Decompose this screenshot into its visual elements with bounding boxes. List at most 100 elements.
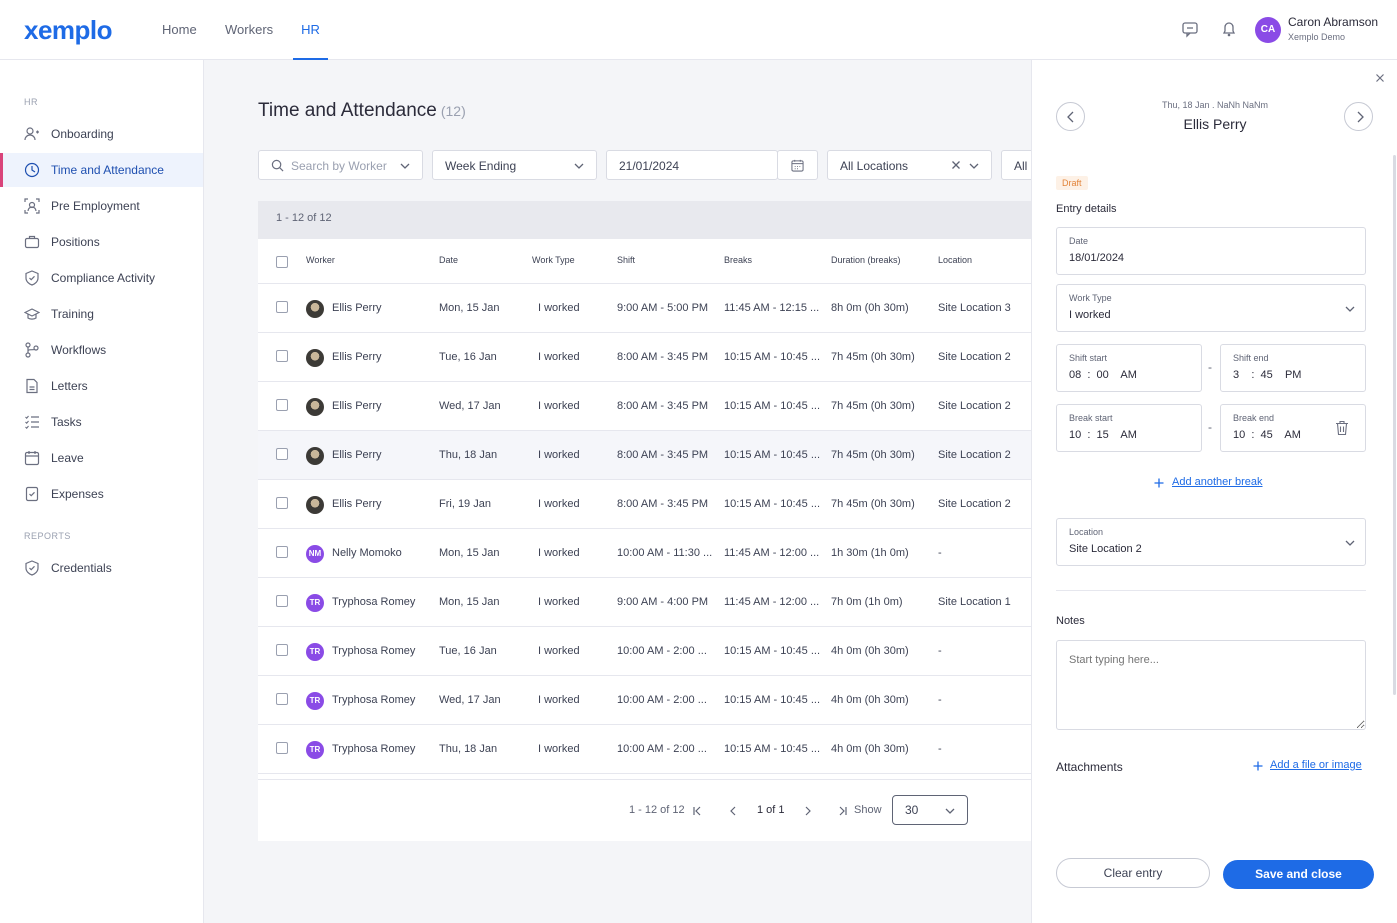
last-page-icon[interactable] (838, 806, 848, 816)
col-header-work-type[interactable]: Work Type (532, 255, 575, 265)
table-row[interactable]: Ellis Perry Fri, 19 Jan I worked 8:00 AM - … (258, 480, 1031, 529)
col-header-location[interactable]: Location (938, 255, 973, 265)
cell-worker[interactable]: Ellis Perry (332, 302, 382, 314)
sidebar-item-compliance-activity[interactable]: Compliance Activity (0, 261, 203, 295)
prev-entry-button[interactable] (1056, 102, 1085, 131)
clear-entry-button[interactable]: Clear entry (1056, 858, 1210, 888)
cell-worker[interactable]: Ellis Perry (332, 400, 382, 412)
entry-detail-panel: Thu, 18 Jan . NaNh NaNm Ellis Perry Draf… (1031, 60, 1397, 923)
cell-worker[interactable]: Nelly Momoko (332, 547, 402, 559)
sidebar-item-training[interactable]: Training (0, 297, 203, 331)
table-row[interactable]: TR Tryphosa Romey Wed, 17 Jan I worked 10:00… (258, 676, 1031, 725)
panel-scrollbar[interactable] (1393, 155, 1396, 695)
cell-worker[interactable]: Tryphosa Romey (332, 743, 416, 755)
cell-duration: 1h 30m (1h 0m) (831, 547, 909, 559)
cell-worker[interactable]: Tryphosa Romey (332, 694, 416, 706)
table-row[interactable]: Ellis Perry Tue, 16 Jan I worked 8:00 AM - … (258, 333, 1031, 382)
cell-worker[interactable]: Tryphosa Romey (332, 645, 416, 657)
table-row[interactable]: NM Nelly Momoko Mon, 15 Jan I worked 10:00 A… (258, 529, 1031, 578)
add-file-link[interactable]: Add a file or image (1270, 759, 1362, 771)
col-header-worker[interactable]: Worker (306, 255, 335, 265)
cell-date: Tue, 16 Jan (439, 645, 497, 657)
show-label: Show (854, 804, 882, 816)
status-badge: Draft (1056, 176, 1088, 190)
work-type-label: Work Type (1069, 293, 1112, 303)
cell-worker[interactable]: Ellis Perry (332, 351, 382, 363)
sidebar-item-time-and-attendance[interactable]: Time and Attendance (0, 153, 203, 187)
work-type-select[interactable]: Work Type I worked (1056, 284, 1366, 332)
nav-home[interactable]: Home (162, 22, 197, 37)
clear-icon[interactable] (951, 160, 961, 170)
next-entry-button[interactable] (1344, 102, 1373, 131)
row-checkbox[interactable] (276, 350, 288, 362)
page-size-select[interactable]: 30 (892, 795, 968, 825)
row-checkbox[interactable] (276, 742, 288, 754)
page-size-value: 30 (905, 803, 919, 817)
cell-breaks: 10:15 AM - 10:45 ... (724, 743, 821, 755)
notes-textarea[interactable] (1056, 640, 1366, 730)
col-header-shift[interactable]: Shift (617, 255, 636, 265)
chat-icon[interactable] (1181, 20, 1199, 38)
row-checkbox[interactable] (276, 448, 288, 460)
first-page-icon[interactable] (692, 806, 702, 816)
shift-start-field[interactable]: Shift start 08 : 00 AM (1056, 344, 1202, 392)
row-checkbox[interactable] (276, 693, 288, 705)
table-row[interactable]: TR Tryphosa Romey Mon, 15 Jan I worked 9:00 … (258, 578, 1031, 627)
save-and-close-button[interactable]: Save and close (1223, 860, 1374, 889)
location-select[interactable]: All Locations (827, 150, 992, 180)
add-break-link[interactable]: Add another break (1172, 476, 1263, 488)
cell-worker[interactable]: Tryphosa Romey (332, 596, 416, 608)
cell-worker[interactable]: Ellis Perry (332, 498, 382, 510)
nav-workers[interactable]: Workers (225, 22, 274, 37)
cell-location: - (938, 694, 942, 706)
table-row[interactable]: Ellis Perry Mon, 15 Jan I worked 9:00 AM - … (258, 284, 1031, 333)
date-field[interactable]: Date 18/01/2024 (1056, 227, 1366, 275)
sidebar-item-leave[interactable]: Leave (0, 441, 203, 475)
prev-page-icon[interactable] (728, 806, 738, 816)
location-label: Location (1069, 527, 1104, 537)
sidebar-item-tasks[interactable]: Tasks (0, 405, 203, 439)
xemplo-logo[interactable]: xemplo (24, 15, 113, 45)
row-checkbox[interactable] (276, 399, 288, 411)
shift-end-field[interactable]: Shift end 3 : 45 PM (1220, 344, 1366, 392)
sidebar-item-expenses[interactable]: Expenses (0, 477, 203, 511)
section-divider (1056, 590, 1366, 591)
sidebar-item-letters[interactable]: Letters (0, 369, 203, 403)
break-end-field[interactable]: Break end 10 : 45 AM (1220, 404, 1366, 452)
next-page-icon[interactable] (803, 806, 813, 816)
user-avatar[interactable]: CA (1255, 17, 1281, 43)
row-checkbox[interactable] (276, 644, 288, 656)
sidebar-item-credentials[interactable]: Credentials (0, 551, 203, 585)
cell-shift: 8:00 AM - 3:45 PM (617, 351, 709, 363)
table-row[interactable]: Ellis Perry Thu, 18 Jan I worked 8:00 AM - … (258, 431, 1031, 480)
location-select[interactable]: Location Site Location 2 (1056, 518, 1366, 566)
trash-icon[interactable] (1335, 420, 1349, 436)
cell-worker[interactable]: Ellis Perry (332, 449, 382, 461)
search-worker-select[interactable]: Search by Worker (258, 150, 423, 180)
col-header-date[interactable]: Date (439, 255, 459, 265)
table-row[interactable]: TR Tryphosa Romey Tue, 16 Jan I worked 10:00… (258, 627, 1031, 676)
row-checkbox[interactable] (276, 595, 288, 607)
bell-icon[interactable] (1220, 20, 1238, 38)
select-all-checkbox[interactable] (276, 256, 288, 268)
sidebar-item-label: Pre Employment (51, 199, 140, 213)
sidebar-item-onboarding[interactable]: Onboarding (0, 117, 203, 151)
date-input[interactable]: 21/01/2024 (606, 150, 778, 180)
col-header-duration[interactable]: Duration (breaks) (831, 255, 901, 265)
cell-type: I worked (538, 449, 580, 461)
cell-breaks: 10:15 AM - 10:45 ... (724, 351, 821, 363)
sidebar-item-positions[interactable]: Positions (0, 225, 203, 259)
row-checkbox[interactable] (276, 546, 288, 558)
col-header-breaks[interactable]: Breaks (724, 255, 753, 265)
table-row[interactable]: Ellis Perry Wed, 17 Jan I worked 8:00 AM - … (258, 382, 1031, 431)
break-start-field[interactable]: Break start 10 : 15 AM (1056, 404, 1202, 452)
close-icon[interactable] (1375, 73, 1385, 83)
table-row[interactable]: TR Tryphosa Romey Thu, 18 Jan I worked 10:00… (258, 725, 1031, 774)
period-select[interactable]: Week Ending (432, 150, 597, 180)
sidebar-item-pre-employment[interactable]: Pre Employment (0, 189, 203, 223)
calendar-button[interactable] (777, 150, 818, 180)
nav-hr[interactable]: HR (293, 0, 328, 60)
row-checkbox[interactable] (276, 497, 288, 509)
sidebar-item-workflows[interactable]: Workflows (0, 333, 203, 367)
row-checkbox[interactable] (276, 301, 288, 313)
